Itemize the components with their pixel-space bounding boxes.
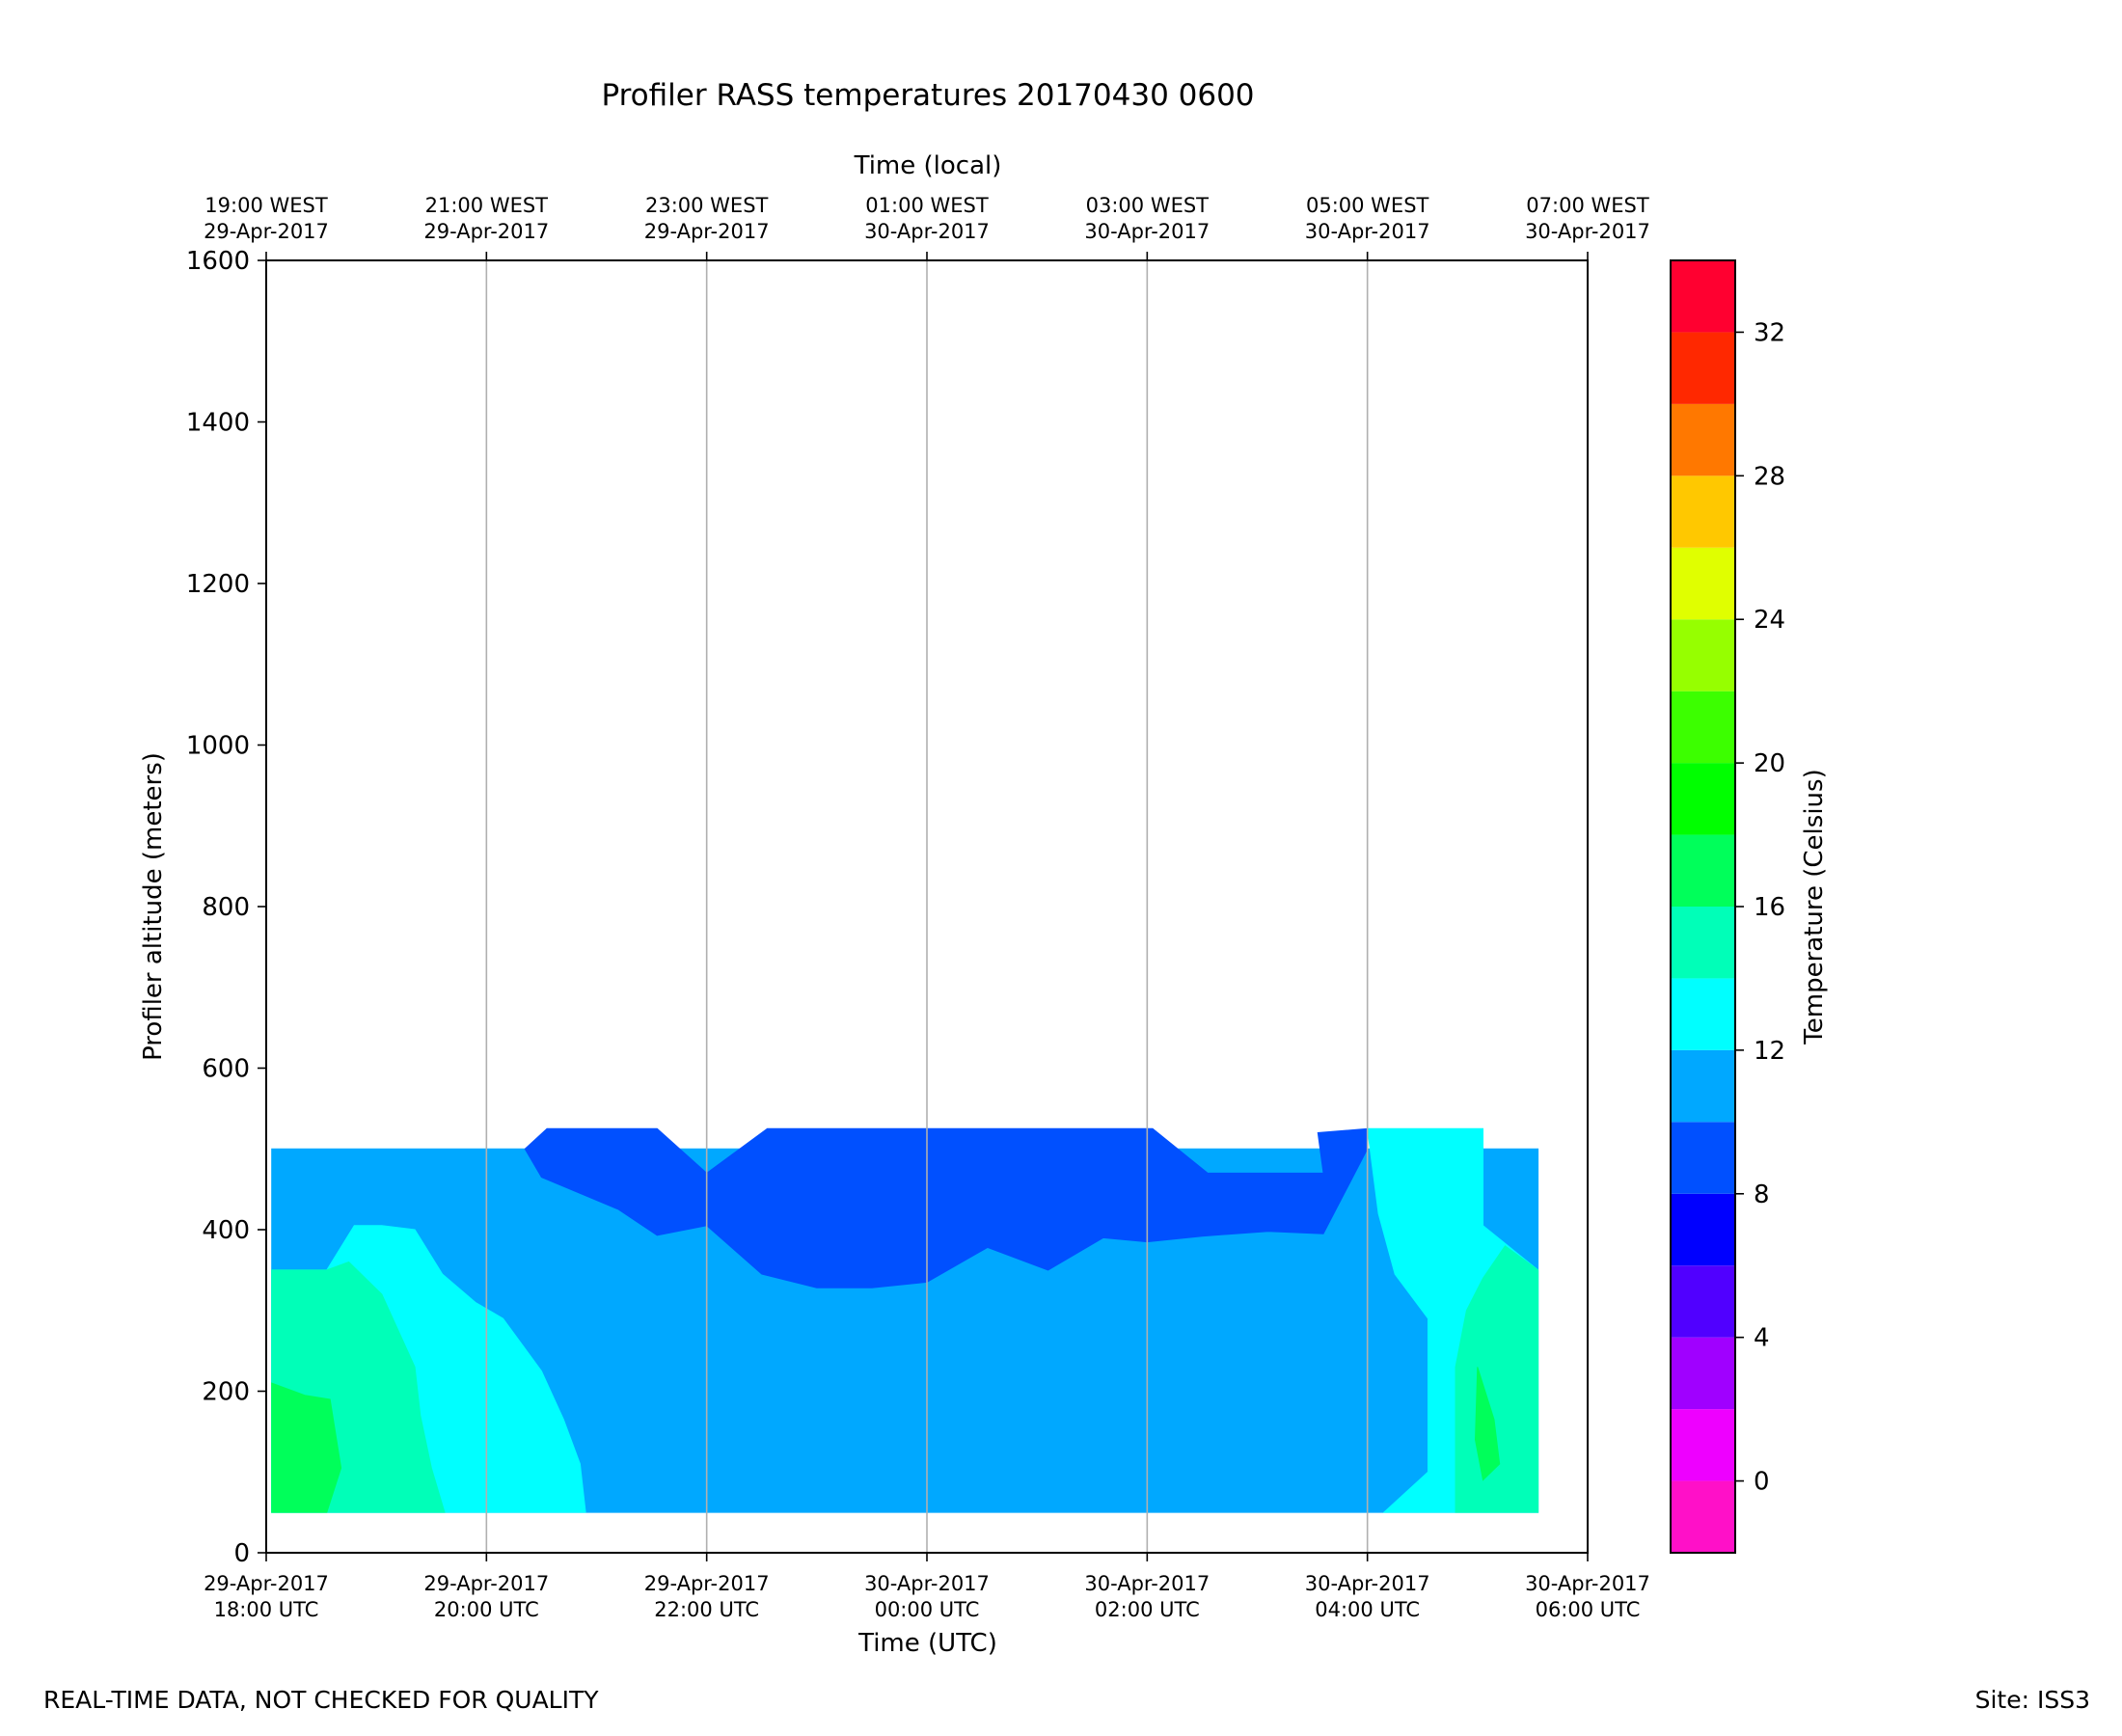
colorbar-tick-label: 24 [1754, 606, 1785, 635]
x-tick-label: 30-Apr-2017 [1084, 1572, 1210, 1595]
colorbar-segment [1671, 1122, 1735, 1194]
x-tick-label: 06:00 UTC [1536, 1598, 1641, 1621]
quality-disclaimer: REAL-TIME DATA, NOT CHECKED FOR QUALITY [43, 1686, 599, 1714]
colorbar-segment [1671, 619, 1735, 692]
x2-tick-label: 29-Apr-2017 [423, 220, 549, 243]
site-label: Site: ISS3 [1974, 1686, 2090, 1714]
x2-tick-label: 29-Apr-2017 [644, 220, 770, 243]
x-tick-label: 02:00 UTC [1095, 1598, 1200, 1621]
x2-tick-label: 21:00 WEST [425, 194, 549, 217]
contour-band-8-10C [524, 1127, 1369, 1288]
colorbar-tick-label: 12 [1754, 1037, 1785, 1066]
colorbar-label: Temperature (Celsius) [1800, 769, 1829, 1044]
bottom-axis-label: Time (UTC) [857, 1629, 997, 1658]
colorbar-tick-label: 0 [1754, 1468, 1770, 1497]
x2-tick-label: 05:00 WEST [1306, 194, 1429, 217]
colorbar-segment [1671, 1193, 1735, 1266]
top-axis-label: Time (local) [854, 151, 1002, 180]
colorbar-segment [1671, 1265, 1735, 1338]
vertical-gridlines [485, 260, 1369, 1553]
y-tick-label: 0 [233, 1539, 250, 1568]
colorbar-segment [1671, 1480, 1735, 1553]
x-tick-label: 00:00 UTC [875, 1598, 980, 1621]
colorbar-tick-label: 8 [1754, 1180, 1770, 1209]
x-tick-label: 30-Apr-2017 [1525, 1572, 1650, 1595]
y-tick-label: 200 [202, 1378, 250, 1407]
colorbar-tick-label: 4 [1754, 1324, 1770, 1353]
y-tick-label: 1600 [186, 247, 250, 276]
x2-tick-label: 19:00 WEST [204, 194, 328, 217]
x2-tick-label: 29-Apr-2017 [204, 220, 329, 243]
colorbar-ticks: 0 4 8 12 16 20 24 28 32 [1735, 318, 1785, 1497]
colorbar-segment [1671, 332, 1735, 404]
colorbar-segment [1671, 834, 1735, 907]
colorbar-segment [1671, 547, 1735, 620]
x-tick-label: 20:00 UTC [434, 1598, 539, 1621]
colorbar-segment [1671, 978, 1735, 1050]
left-axis-ticks: 0 200 400 600 800 1000 1200 1400 1600 [186, 247, 266, 1568]
contour-band-16-18C-left [271, 1382, 342, 1513]
x2-tick-label: 30-Apr-2017 [1084, 220, 1210, 243]
y-tick-label: 1400 [186, 409, 250, 438]
colorbar-segment [1671, 763, 1735, 835]
colorbar-segment [1671, 475, 1735, 548]
x2-tick-label: 23:00 WEST [645, 194, 769, 217]
colorbar-segment [1671, 1409, 1735, 1481]
colorbar-segment [1671, 403, 1735, 476]
x-tick-label: 30-Apr-2017 [864, 1572, 990, 1595]
colorbar-segment [1671, 907, 1735, 979]
temperature-contour-regions [271, 1127, 1539, 1513]
left-axis-label: Profiler altitude (meters) [139, 752, 168, 1061]
y-tick-label: 600 [202, 1055, 250, 1084]
x-tick-label: 29-Apr-2017 [423, 1572, 549, 1595]
colorbar-segment [1671, 260, 1735, 333]
chart-title: Profiler RASS temperatures 20170430 0600 [601, 78, 1254, 113]
colorbar-tick-label: 16 [1754, 893, 1785, 922]
y-tick-label: 1200 [186, 570, 250, 599]
colorbar-segment [1671, 691, 1735, 764]
x2-tick-label: 03:00 WEST [1086, 194, 1210, 217]
colorbar-tick-label: 28 [1754, 462, 1785, 491]
x-tick-label: 29-Apr-2017 [644, 1572, 770, 1595]
top-axis-ticks: 19:00 WEST 29-Apr-2017 21:00 WEST 29-Apr-20… [204, 194, 1650, 260]
colorbar-segment [1671, 1049, 1735, 1123]
y-tick-label: 400 [202, 1216, 250, 1245]
colorbar-segment [1671, 1337, 1735, 1410]
colorbar-tick-label: 20 [1754, 749, 1785, 778]
bottom-axis-ticks: 29-Apr-2017 18:00 UTC 29-Apr-2017 20:00 UTC… [204, 1553, 1650, 1621]
contour-band-16-18C-right [1474, 1367, 1501, 1481]
x2-tick-label: 01:00 WEST [865, 194, 989, 217]
x2-tick-label: 07:00 WEST [1526, 194, 1649, 217]
x-tick-label: 29-Apr-2017 [204, 1572, 329, 1595]
x2-tick-label: 30-Apr-2017 [864, 220, 990, 243]
y-tick-label: 1000 [186, 732, 250, 761]
x-tick-label: 18:00 UTC [214, 1598, 319, 1621]
x-tick-label: 30-Apr-2017 [1305, 1572, 1430, 1595]
x-tick-label: 04:00 UTC [1315, 1598, 1420, 1621]
colorbar-tick-label: 32 [1754, 318, 1785, 347]
x2-tick-label: 30-Apr-2017 [1525, 220, 1650, 243]
x-tick-label: 22:00 UTC [654, 1598, 759, 1621]
y-tick-label: 800 [202, 893, 250, 922]
colorbar [1671, 260, 1735, 1553]
x2-tick-label: 30-Apr-2017 [1305, 220, 1430, 243]
